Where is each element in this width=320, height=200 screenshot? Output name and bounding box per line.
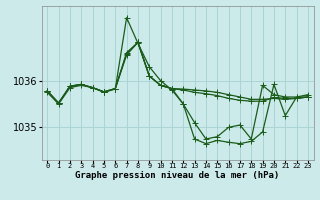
X-axis label: Graphe pression niveau de la mer (hPa): Graphe pression niveau de la mer (hPa) bbox=[76, 171, 280, 180]
